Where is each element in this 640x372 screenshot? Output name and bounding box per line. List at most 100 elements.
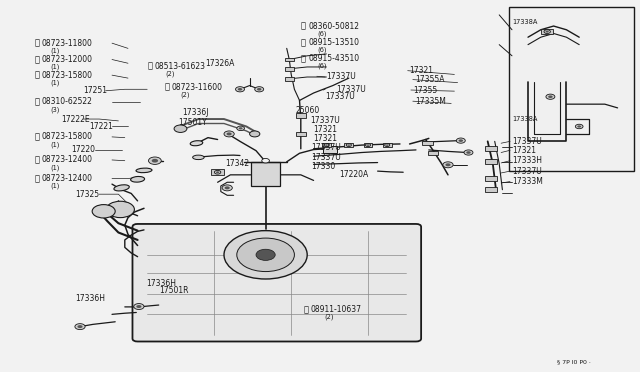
Text: 08723-15800: 08723-15800 xyxy=(42,71,93,80)
Circle shape xyxy=(262,158,269,163)
Text: 17335M: 17335M xyxy=(415,97,445,106)
Text: 17338A: 17338A xyxy=(512,19,538,25)
Ellipse shape xyxy=(114,185,129,191)
Text: 17355: 17355 xyxy=(413,86,437,94)
Ellipse shape xyxy=(193,155,204,160)
Text: 17501R: 17501R xyxy=(159,286,188,295)
Circle shape xyxy=(386,144,388,146)
Circle shape xyxy=(445,163,451,166)
Ellipse shape xyxy=(190,141,203,146)
Circle shape xyxy=(458,140,463,142)
Circle shape xyxy=(443,162,453,168)
Bar xyxy=(541,29,553,34)
Circle shape xyxy=(257,88,262,91)
Circle shape xyxy=(224,231,307,279)
Text: Ⓢ: Ⓢ xyxy=(35,97,40,106)
Bar xyxy=(485,159,497,164)
Text: 17330: 17330 xyxy=(311,162,335,171)
Text: 17326A: 17326A xyxy=(205,59,234,68)
Text: 08723-11600: 08723-11600 xyxy=(172,83,223,92)
Text: 08723-11800: 08723-11800 xyxy=(42,39,92,48)
Circle shape xyxy=(367,144,369,146)
Text: 17337U: 17337U xyxy=(326,72,356,81)
Circle shape xyxy=(365,144,371,147)
Circle shape xyxy=(464,150,473,155)
Circle shape xyxy=(227,132,232,135)
Text: 08360-50812: 08360-50812 xyxy=(308,22,360,31)
Text: 08513-61623: 08513-61623 xyxy=(155,62,206,71)
Bar xyxy=(428,151,438,155)
Text: Ⓢ: Ⓢ xyxy=(147,62,152,71)
Bar xyxy=(485,187,497,192)
Text: 08723-15800: 08723-15800 xyxy=(42,132,93,141)
Bar xyxy=(285,67,294,71)
Circle shape xyxy=(224,131,234,137)
Text: (1): (1) xyxy=(50,183,60,189)
Text: 17321: 17321 xyxy=(410,66,434,75)
Text: (6): (6) xyxy=(317,46,327,53)
Bar xyxy=(251,162,280,186)
Text: 17337U: 17337U xyxy=(325,92,355,101)
Text: Ⓥ: Ⓥ xyxy=(301,54,306,63)
Text: Ⓒ: Ⓒ xyxy=(35,132,40,141)
Circle shape xyxy=(255,87,264,92)
Ellipse shape xyxy=(131,176,145,182)
Circle shape xyxy=(545,31,549,33)
Text: Ⓒ: Ⓒ xyxy=(35,174,40,183)
Text: 17336H: 17336H xyxy=(146,279,176,288)
Text: (2): (2) xyxy=(165,70,175,77)
Text: 17337U: 17337U xyxy=(311,153,340,162)
Text: (6): (6) xyxy=(317,30,327,37)
Text: Ⓒ: Ⓒ xyxy=(35,55,40,64)
Text: (1): (1) xyxy=(50,141,60,148)
Text: Ⓒ: Ⓒ xyxy=(35,155,40,164)
Circle shape xyxy=(548,95,553,98)
Text: Ⓒ: Ⓒ xyxy=(35,39,40,48)
Circle shape xyxy=(236,87,244,92)
Text: 17337U: 17337U xyxy=(311,143,340,152)
Text: (2): (2) xyxy=(180,91,190,98)
Bar xyxy=(211,169,224,175)
Text: 17337U: 17337U xyxy=(336,85,365,94)
Circle shape xyxy=(75,324,85,330)
Text: 17336J: 17336J xyxy=(182,108,208,117)
Text: 08723-12000: 08723-12000 xyxy=(42,55,93,64)
Text: (2): (2) xyxy=(324,314,334,320)
Circle shape xyxy=(174,125,187,132)
Circle shape xyxy=(546,94,555,99)
Bar xyxy=(383,143,392,147)
Circle shape xyxy=(346,144,351,147)
Text: 25060: 25060 xyxy=(296,106,320,115)
Text: 17221: 17221 xyxy=(90,122,113,131)
Text: 17355A: 17355A xyxy=(415,75,444,84)
FancyBboxPatch shape xyxy=(132,224,421,341)
Text: 17501Y: 17501Y xyxy=(178,118,207,126)
Circle shape xyxy=(77,325,83,328)
Text: 08723-12400: 08723-12400 xyxy=(42,174,93,183)
Circle shape xyxy=(348,144,350,146)
Circle shape xyxy=(324,144,329,147)
Text: 17321: 17321 xyxy=(314,134,338,143)
Circle shape xyxy=(237,238,294,272)
Text: (6): (6) xyxy=(317,63,327,70)
Text: 17333H: 17333H xyxy=(512,156,542,165)
Text: (1): (1) xyxy=(50,64,60,70)
Text: 08915-13510: 08915-13510 xyxy=(308,38,360,47)
Text: 17251: 17251 xyxy=(83,86,108,95)
Text: (1): (1) xyxy=(50,79,60,86)
Bar xyxy=(296,113,306,118)
Bar xyxy=(485,146,497,151)
Bar xyxy=(285,58,294,61)
Bar xyxy=(285,77,294,81)
Text: 17321: 17321 xyxy=(512,146,536,155)
Circle shape xyxy=(134,304,144,310)
Ellipse shape xyxy=(136,168,152,173)
Bar xyxy=(322,143,331,147)
Text: § 7P l0 P0 ·: § 7P l0 P0 · xyxy=(557,359,591,364)
Circle shape xyxy=(237,126,244,131)
Circle shape xyxy=(148,157,161,164)
Text: Ⓢ: Ⓢ xyxy=(301,22,306,31)
Text: 08310-62522: 08310-62522 xyxy=(42,97,92,106)
Circle shape xyxy=(222,185,232,191)
Text: 17325: 17325 xyxy=(76,190,100,199)
